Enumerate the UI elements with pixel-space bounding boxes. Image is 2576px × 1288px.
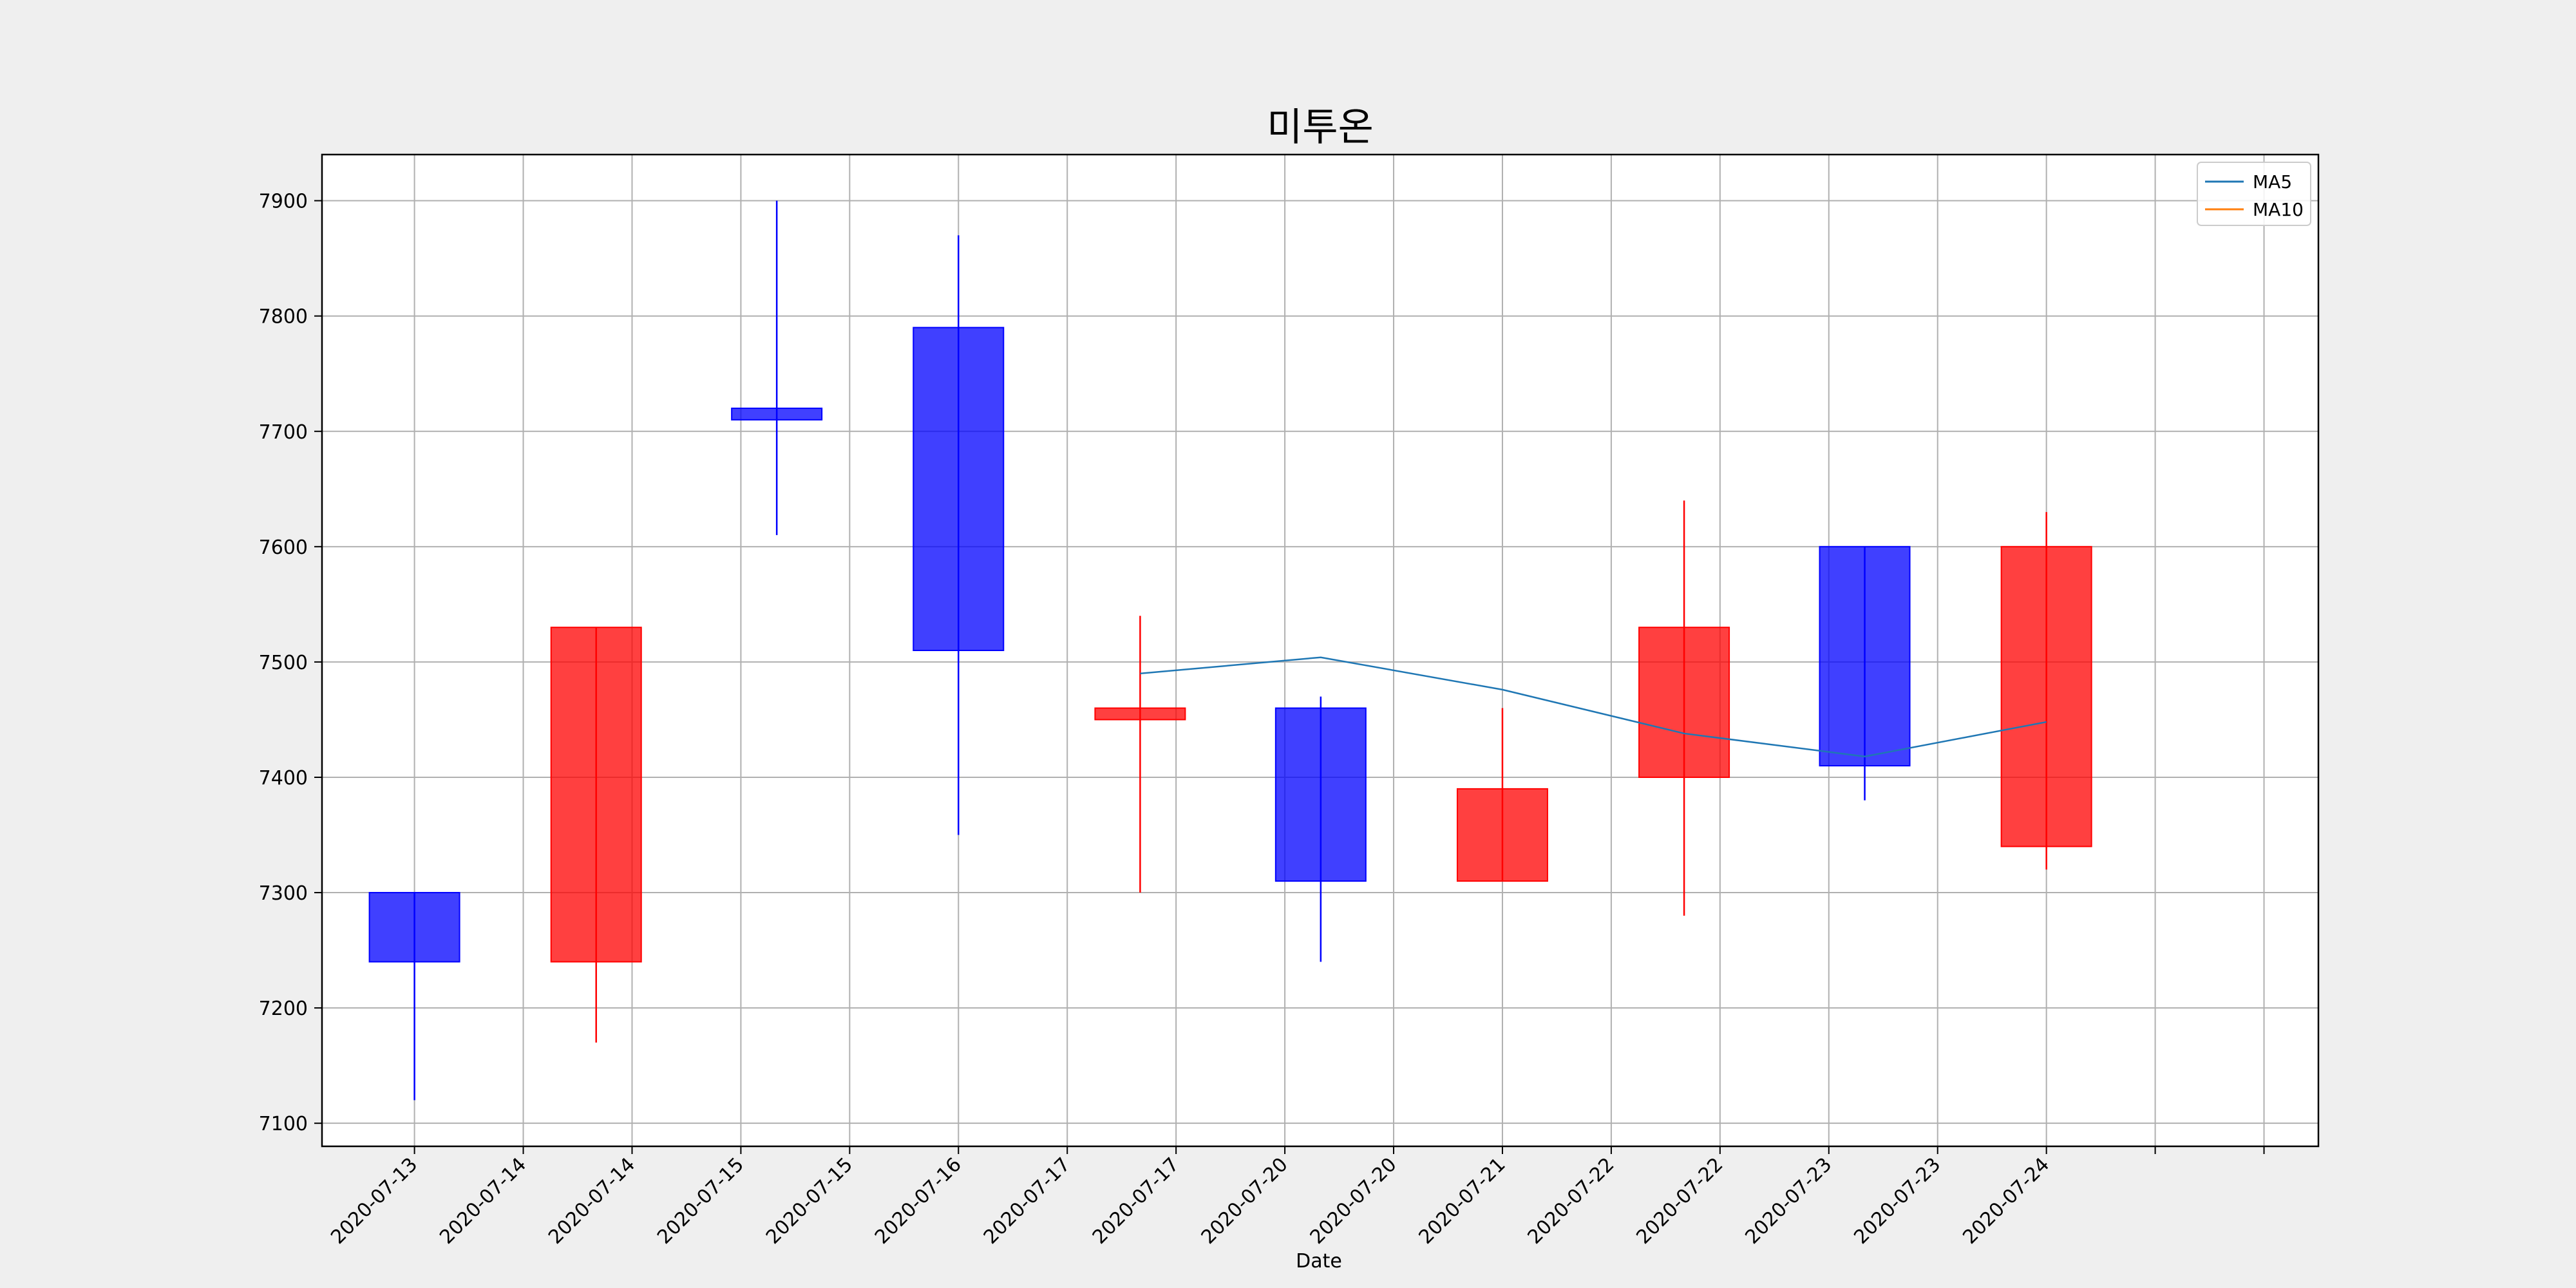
candle	[368, 892, 460, 1101]
candle-body	[731, 407, 823, 421]
candle	[913, 235, 1005, 835]
y-tick-label: 7300	[259, 882, 308, 905]
y-tick-label: 7600	[259, 536, 308, 559]
y-tick-label: 7200	[259, 998, 308, 1020]
legend-label: MA5	[2253, 171, 2292, 193]
candle-body	[1456, 788, 1548, 882]
candle	[1274, 696, 1367, 962]
candle	[731, 200, 823, 535]
plot-area	[322, 155, 2318, 1146]
y-axis: 7100 7200 7300 7400 7500 7600 7700 7800 7900	[259, 191, 322, 1135]
candle-body	[550, 627, 642, 963]
chart-title: 미투온	[1267, 105, 1374, 150]
candle-body	[1274, 707, 1367, 882]
y-tick-label: 7400	[259, 767, 308, 790]
x-axis-label: Date	[1296, 1250, 1342, 1273]
candle	[2000, 512, 2092, 870]
legend-label: MA10	[2253, 199, 2304, 220]
candle-body	[1094, 707, 1186, 721]
legend: MA5 MA10	[2197, 162, 2311, 226]
candle-body	[2000, 545, 2092, 848]
candle	[1456, 708, 1548, 882]
candles	[368, 200, 2092, 1101]
candle	[1094, 616, 1186, 893]
y-tick-label: 7900	[259, 191, 308, 213]
y-tick-label: 7800	[259, 306, 308, 328]
candle	[550, 627, 642, 1043]
y-tick-label: 7100	[259, 1113, 308, 1135]
candle-body	[1819, 545, 1911, 767]
plot-frame	[321, 153, 2320, 1148]
y-tick-label: 7500	[259, 652, 308, 674]
candle	[1819, 545, 1911, 800]
moving-average-lines	[1140, 656, 2047, 758]
candle-body	[368, 892, 460, 963]
ma5-line	[1140, 656, 2047, 758]
candle-body	[913, 327, 1005, 651]
candle	[1638, 500, 1730, 916]
candle-body	[1638, 627, 1730, 778]
y-tick-label: 7700	[259, 421, 308, 444]
